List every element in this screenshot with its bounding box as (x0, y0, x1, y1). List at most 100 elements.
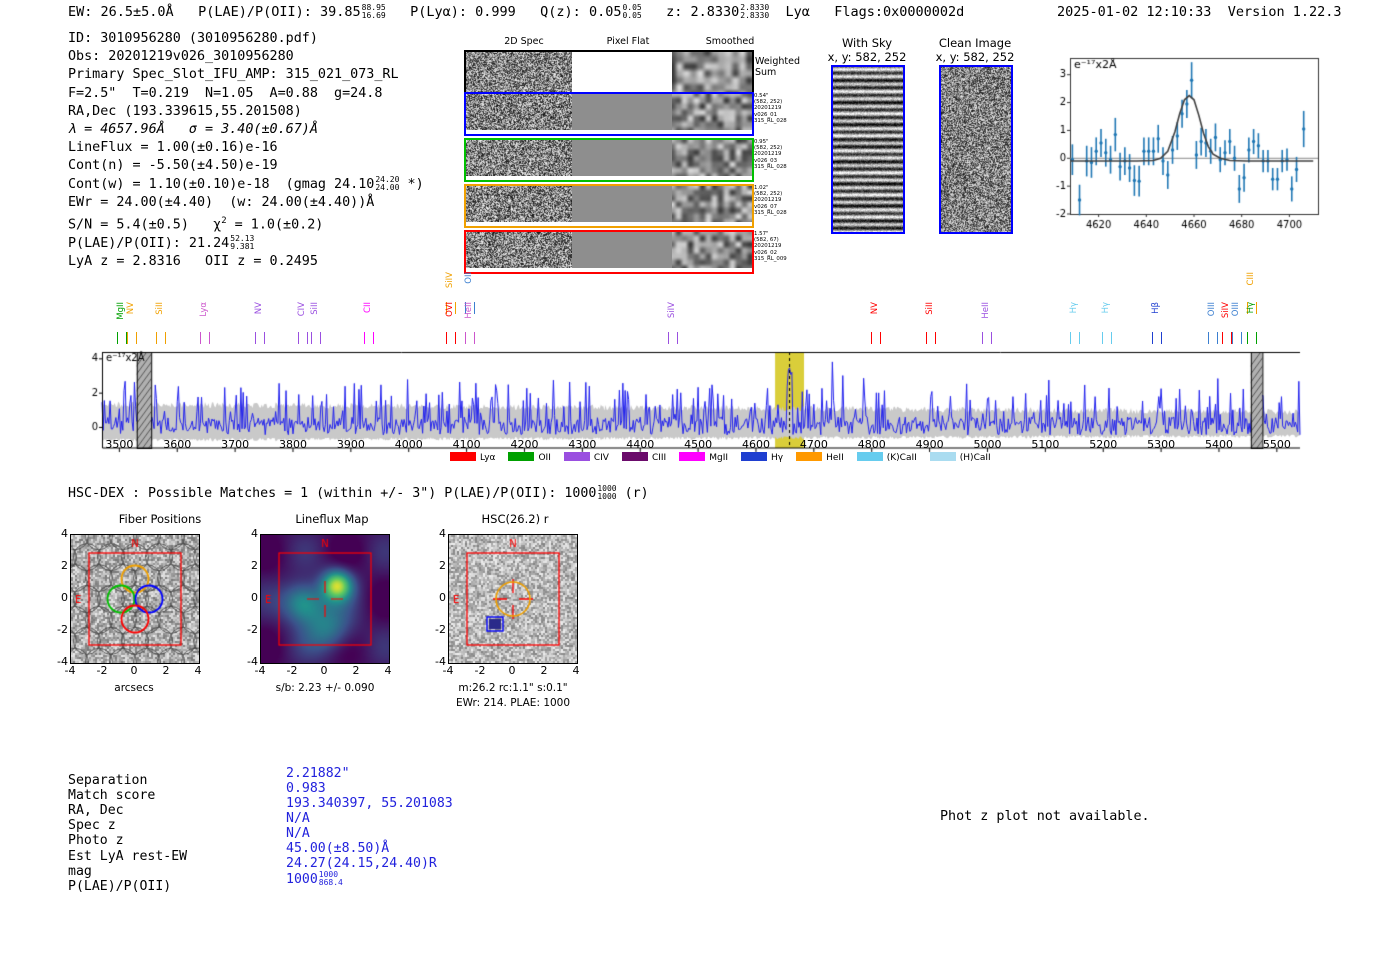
spectrum-tick-label: 4700 (799, 438, 828, 451)
fiber-positions-title: Fiber Positions (118, 512, 202, 526)
info-radec: RA,Dec (193.339615,55.201508) (68, 103, 302, 119)
match-row-value: N/A (286, 825, 310, 841)
fiber-positions-caption: arcsecs (114, 682, 154, 694)
legend-swatch (929, 452, 956, 461)
axis-tick-label: -2 (247, 623, 258, 636)
axis-tick-label: -2 (435, 623, 446, 636)
lineflux-map-x-ticks: -4 -2 0 2 4 (255, 664, 392, 680)
panel-title-2dspec: 2D Spec (504, 36, 544, 47)
emission-line-label: OII (463, 272, 474, 284)
axis-tick-label: 0 (508, 664, 516, 677)
match-row-key: P(LAE)/P(OII) (68, 878, 172, 894)
match-row-key: mag (68, 863, 92, 879)
header-line-id: Lyα (785, 4, 810, 20)
legend-item: Lyα (450, 452, 495, 463)
axis-tick-label: -4 (64, 664, 76, 677)
fiber-row: 0.130.723091.02"(582, 252)20201219v026_0… (462, 184, 822, 228)
fiber-row: 0.081.563281.57"(582, 67)20201219v026_02… (462, 230, 822, 274)
weighted-sum-pixelflat-image (572, 52, 672, 92)
match-row-value: 2.21882" (286, 765, 350, 781)
lineflux-map-image (260, 534, 390, 664)
axis-tick-label: 4 (572, 664, 580, 677)
hsc-r-caption2: EWr: 214. PLAE: 1000 (455, 697, 571, 709)
axis-tick-label: -2 (286, 664, 298, 677)
emission-line-bracket (982, 332, 993, 344)
match-row-key: Est LyA rest-EW (68, 848, 188, 864)
emission-line-label: HeII (981, 302, 992, 319)
axis-tick-label: -4 (435, 655, 446, 668)
emission-line-label: Hγ (1069, 302, 1080, 314)
clean-image (939, 65, 1013, 234)
spectrum-tick-label: 3500 (105, 438, 134, 451)
spectrum-tick-label: 4900 (915, 438, 944, 451)
header-flags: Flags:0x0000002d (834, 4, 965, 20)
legend-label: OII (538, 453, 551, 463)
legend-label: HeII (826, 453, 844, 463)
weighted-sum-2dspec-image (466, 52, 572, 92)
emission-line-label: SiII (155, 302, 166, 315)
fiber-pixelflat-image (572, 232, 672, 268)
spectrum-legend: Lyα OII CIV CIII MgII Hγ HeII (K)CaII (H)CaII (450, 445, 1004, 464)
fiber-pixelflat-image (572, 186, 672, 222)
match-row-key: Spec z (68, 818, 116, 834)
lineflux-map-caption: s/b: 2.23 +/- 0.090 (275, 682, 375, 694)
axis-tick-label: 2 (439, 559, 446, 572)
emission-line-label: Hγ (1245, 302, 1256, 314)
emission-line-bracket (870, 332, 881, 344)
full-spectrum-canvas (80, 344, 1302, 462)
info-primary-spec: Primary Spec_Slot_IFU_AMP: 315_021_073_R… (68, 67, 399, 83)
fiber-row-images (464, 230, 754, 274)
legend-swatch (563, 452, 590, 461)
emission-line-label: Hβ (1151, 302, 1162, 314)
axis-tick-label: -4 (442, 664, 454, 677)
emission-line-label: OIII (1207, 302, 1218, 317)
with-sky-image (831, 65, 905, 234)
spectrum-tick-label: 3700 (221, 438, 250, 451)
emission-line-bracket (1221, 332, 1232, 344)
axis-tick-label: 4 (61, 527, 68, 540)
legend-swatch (741, 452, 768, 461)
spectrum-tick-label: 5400 (1204, 438, 1233, 451)
axis-tick-label: -4 (254, 664, 266, 677)
info-plae-range: 52.13 9.381 (230, 233, 255, 251)
fiber-row-note: 1.02" (582, 252) 20201219 v026_07 315_RL_028 (754, 185, 787, 216)
fiber-row: 0.181.333090.54"(582, 252)20201219v026_0… (462, 92, 822, 136)
axis-tick-label: 2 (540, 664, 548, 677)
header-z-range: 2.8330 2.8330 (740, 3, 770, 20)
legend-swatch (508, 452, 535, 461)
spectrum-tick-label: 5300 (1147, 438, 1176, 451)
legend-label: Hγ (771, 453, 784, 463)
emission-line-bracket (117, 332, 128, 344)
spectrum-tick-label: 4500 (684, 438, 713, 451)
fiber-row-note: 0.54" (582, 252) 20201219 v026_01 315_RL_028 (754, 93, 787, 124)
emission-line-label: OVI (445, 302, 456, 317)
match-row-value: N/A (286, 810, 310, 826)
match-row-value: 45.00(±8.50)Å (286, 841, 390, 856)
spectrum-tick-label: 4100 (452, 438, 481, 451)
info-gmag-range: 24.20 24.00 (375, 174, 400, 192)
axis-tick-label: 4 (439, 527, 446, 540)
info-ewr: EWr = 24.00(±4.40) (w: 24.00(±4.40))Å (68, 194, 375, 210)
emission-line-label: SiIV (1220, 302, 1231, 319)
axis-tick-label: -2 (474, 664, 486, 677)
lineflux-map-title: Lineflux Map (295, 512, 369, 526)
emission-line-bracket (297, 332, 308, 344)
info-snr-chi2: S/N = 5.4(±0.5) χ2 = 1.0(±0.2) (68, 216, 324, 233)
emission-line-bracket (1102, 332, 1113, 344)
lineflux-map-y-ticks: -4 -2 0 2 4 (240, 527, 258, 668)
legend-item: MgII (679, 452, 728, 463)
emission-line-bracket (1208, 332, 1219, 344)
fiber-row-note: 1.57" (582, 67) 20201219 v026_02 315_RL_009 (754, 231, 787, 262)
match-row-value: 0.983 (286, 780, 326, 796)
legend-swatch (621, 452, 648, 461)
emission-line-bracket (1246, 332, 1257, 344)
axis-tick-label: 0 (439, 591, 446, 604)
emission-line-bracket (446, 302, 457, 314)
emission-line-label: OIII (1231, 302, 1242, 317)
weighted-sum-row (464, 50, 754, 98)
hsc-r-image (448, 534, 578, 664)
match-row-key: Separation (68, 773, 148, 788)
emission-line-label: NV (869, 302, 880, 315)
emission-line-bracket (1232, 332, 1243, 344)
clean-image-coords: x, y: 582, 252 (935, 50, 1015, 64)
